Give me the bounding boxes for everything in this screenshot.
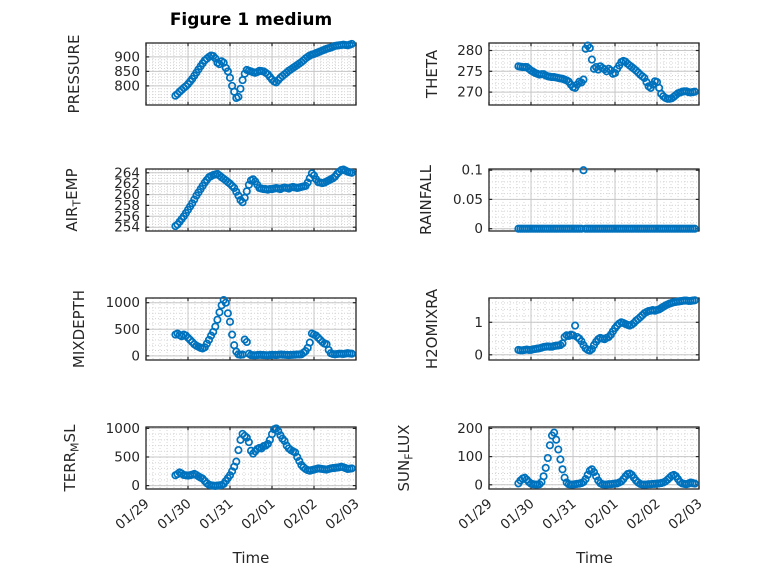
svg-text:262: 262: [114, 176, 140, 192]
svg-text:500: 500: [114, 322, 140, 338]
svg-text:256: 256: [114, 209, 140, 225]
figure-title: Figure 1 medium: [169, 10, 333, 30]
svg-text:200: 200: [457, 421, 483, 437]
scatter-markers: [514, 428, 699, 489]
minor-grid: [146, 427, 356, 489]
svg-text:280: 280: [457, 43, 483, 59]
svg-text:1000: 1000: [106, 421, 140, 437]
svg-text:0: 0: [474, 221, 483, 237]
axes-box: [488, 297, 700, 361]
svg-text:258: 258: [114, 198, 140, 214]
scatter-markers: [514, 166, 699, 233]
y-axis-label-theta: THETA: [423, 49, 441, 99]
scatter-markers: [171, 39, 356, 103]
svg-text:0.05: 0.05: [453, 192, 483, 208]
svg-text:0: 0: [131, 348, 140, 364]
svg-text:01/29: 01/29: [455, 496, 495, 533]
svg-text:275: 275: [457, 64, 483, 80]
subplot-theta: 270 275 280 THETA: [423, 41, 700, 106]
svg-text:0: 0: [474, 347, 483, 363]
x-axis-label-left: Time: [232, 549, 270, 567]
svg-text:02/02: 02/02: [280, 496, 320, 533]
svg-text:800: 800: [114, 78, 140, 94]
y-tick-labels: 0 500 1000: [106, 421, 140, 494]
y-axis-label-rainfall: RAINFALL: [417, 164, 435, 235]
y-tick-labels: 270 275 280: [457, 43, 483, 101]
svg-text:1: 1: [474, 315, 483, 331]
svg-text:02/02: 02/02: [623, 496, 663, 533]
svg-text:0: 0: [131, 478, 140, 494]
axes-box: [488, 42, 700, 106]
scatter-markers: [514, 41, 699, 103]
axes-box: [145, 42, 357, 106]
x-tick-labels: 01/29 01/30 01/31 02/01 02/02 02/03: [112, 496, 362, 533]
svg-text:900: 900: [114, 49, 140, 65]
svg-text:0.1: 0.1: [462, 163, 483, 179]
tick-marks: [145, 298, 357, 360]
axes-box: [488, 426, 700, 490]
y-tick-labels: 0 500 1000: [106, 295, 140, 364]
axes-box: [145, 426, 357, 490]
y-axis-label-air_temp: AIRTEMP: [63, 168, 84, 231]
y-axis-label-mixdepth: MIXDEPTH: [70, 290, 88, 368]
minor-grid: [489, 169, 699, 231]
svg-text:02/03: 02/03: [322, 496, 362, 533]
y-tick-labels: 0 100 200: [457, 421, 483, 493]
svg-text:100: 100: [457, 449, 483, 465]
y-tick-labels: 01: [474, 315, 483, 364]
svg-text:01/30: 01/30: [154, 496, 194, 533]
scatter-markers: [514, 296, 699, 355]
axes-box: [145, 168, 357, 232]
scatter-markers: [171, 424, 356, 490]
svg-text:02/03: 02/03: [665, 496, 705, 533]
svg-text:01/31: 01/31: [539, 496, 579, 533]
tick-marks: [145, 43, 357, 105]
tick-marks: [488, 298, 700, 360]
svg-text:850: 850: [114, 64, 140, 80]
svg-text:1000: 1000: [106, 295, 140, 311]
svg-text:260: 260: [114, 187, 140, 203]
svg-text:270: 270: [457, 85, 483, 101]
subplot-rainfall: 0 0.05 0.1 RAINFALL: [417, 163, 700, 238]
svg-text:01/30: 01/30: [497, 496, 537, 533]
y-axis-label-pressure: PRESSURE: [65, 35, 83, 114]
x-axis-label-right: Time: [576, 549, 613, 567]
subplot-terr_msl: 0 500 1000 TERRMSL 01/29 01/30 01/31 02/01 02/02…: [61, 421, 363, 533]
svg-text:02/01: 02/01: [238, 496, 278, 533]
y-axis-label-terr_msl: TERRMSL: [61, 424, 82, 493]
svg-text:254: 254: [114, 220, 140, 236]
y-axis-label-h2omixra: H2OMIXRA: [423, 288, 441, 369]
tick-marks: [145, 427, 357, 489]
svg-text:0: 0: [474, 477, 483, 493]
subplot-mixdepth: 0 500 1000 MIXDEPTH: [70, 290, 357, 368]
svg-text:01/31: 01/31: [196, 496, 236, 533]
svg-text:500: 500: [114, 450, 140, 466]
svg-text:01/29: 01/29: [112, 496, 152, 533]
scatter-markers: [171, 165, 356, 231]
scatter-markers: [171, 295, 356, 360]
x-tick-labels: 01/29 01/30 01/31 02/01 02/02 02/03: [455, 496, 705, 533]
svg-text:264: 264: [114, 165, 140, 181]
y-tick-labels: 0 0.05 0.1: [453, 163, 483, 238]
svg-text:02/01: 02/01: [581, 496, 621, 533]
y-axis-label-sun_flux: SUNFLUX: [395, 425, 416, 492]
